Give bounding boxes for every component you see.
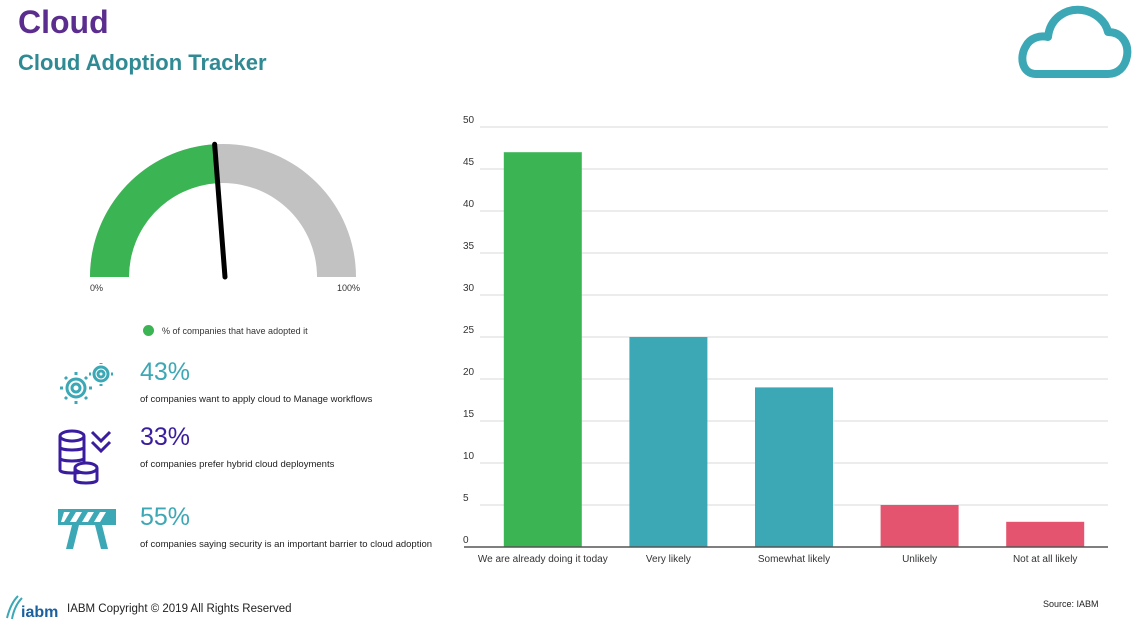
gauge-max-label: 100% <box>337 283 361 293</box>
cloud-icon <box>1018 5 1132 78</box>
y-tick-label: 45 <box>463 157 475 168</box>
y-tick-label: 5 <box>463 493 469 504</box>
y-tick-label: 40 <box>463 199 475 210</box>
iabm-logo: iabm <box>6 595 58 621</box>
bar <box>503 152 582 547</box>
adoption-gauge <box>90 141 356 280</box>
database-coins-icon <box>58 429 112 485</box>
stat-value-security: 55% <box>140 503 191 531</box>
gauge-legend: % of companies that have adopted it <box>143 325 308 336</box>
x-tick-label: We are already doing it today <box>478 554 608 565</box>
gauge-min-label: 0% <box>90 283 104 293</box>
x-tick-label: Unlikely <box>902 554 937 565</box>
barrier-icon <box>58 509 116 549</box>
y-tick-label: 25 <box>463 325 475 336</box>
source-text: Source: IABM <box>1043 599 1099 609</box>
gears-icon <box>60 363 113 404</box>
page-subtitle: Cloud Adoption Tracker <box>18 50 267 75</box>
y-tick-label: 20 <box>463 367 475 378</box>
x-tick-label: Somewhat likely <box>758 554 830 565</box>
gauge-needle <box>212 141 228 280</box>
legend-label: % of companies that have adopted it <box>162 325 308 336</box>
bar <box>755 387 833 547</box>
bar <box>880 505 959 547</box>
stat-text-hybrid: of companies prefer hybrid cloud deploym… <box>140 459 335 470</box>
y-tick-label: 50 <box>463 115 475 126</box>
y-tick-label: 30 <box>463 283 475 294</box>
y-tick-label: 15 <box>463 409 475 420</box>
page-title: Cloud <box>18 4 109 40</box>
copyright-text: IABM Copyright © 2019 All Rights Reserve… <box>67 603 292 615</box>
x-tick-label: Not at all likely <box>1013 554 1077 565</box>
gauge-fill <box>90 144 218 277</box>
stat-value-hybrid: 33% <box>140 423 191 451</box>
logo-text: iabm <box>21 604 58 621</box>
stat-text-security: of companies saying security is an impor… <box>140 539 433 550</box>
stat-text-workflows: of companies want to apply cloud to Mana… <box>140 394 373 405</box>
legend-dot <box>143 325 154 336</box>
bar <box>629 337 708 547</box>
y-tick-label: 10 <box>463 451 475 462</box>
y-tick-label: 35 <box>463 241 475 252</box>
y-tick-label: 0 <box>463 535 469 546</box>
bar-chart: 0 5 10 15 20 25 30 35 40 45 50 We are already doing… <box>463 115 1108 565</box>
bar <box>1006 521 1085 547</box>
stat-value-workflows: 43% <box>140 358 191 386</box>
x-tick-label: Very likely <box>646 554 691 565</box>
